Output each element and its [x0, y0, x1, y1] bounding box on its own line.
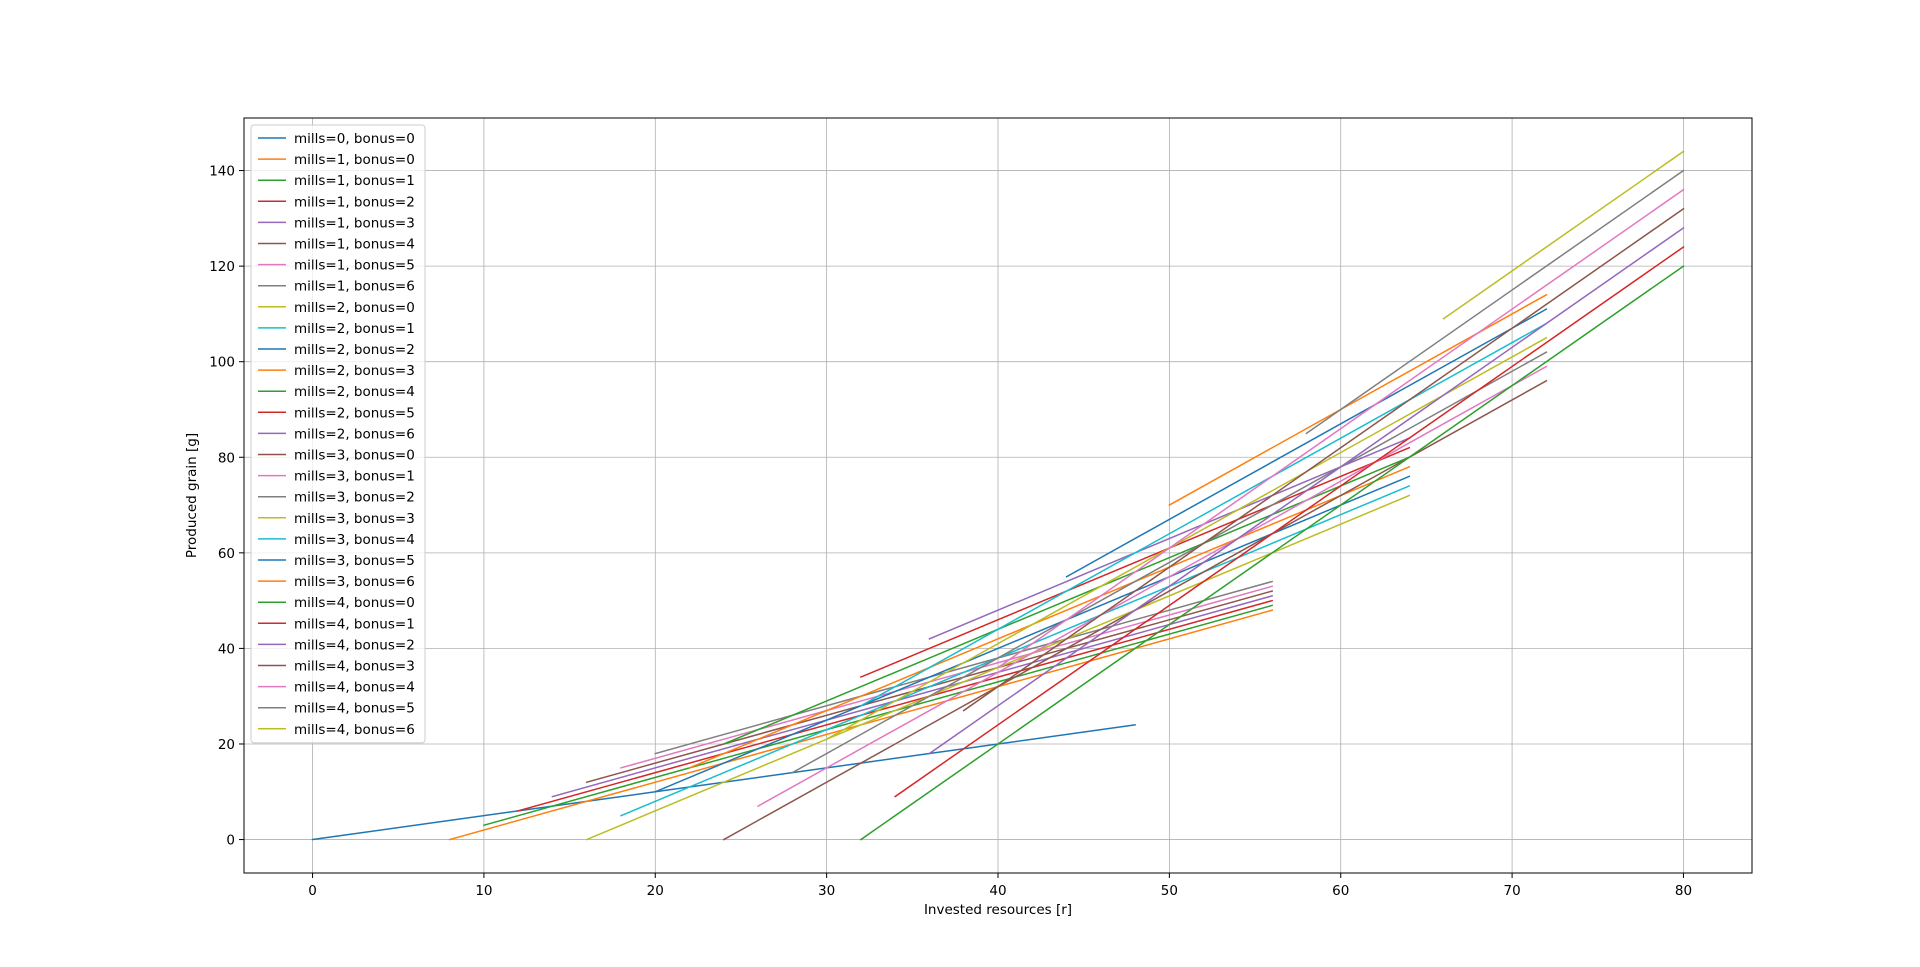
legend-entry-label: mills=3, bonus=2: [294, 490, 415, 506]
y-axis-ticks: 0 20 40 60 80 100 120 140: [209, 164, 244, 849]
legend-entry-label: mills=4, bonus=6: [294, 722, 415, 738]
legend-entry-label: mills=1, bonus=2: [294, 194, 415, 210]
legend-entry-label: mills=3, bonus=5: [294, 553, 415, 569]
legend-entry-label: mills=4, bonus=1: [294, 616, 415, 632]
series-line-24: [928, 226, 1685, 755]
y-tick-label: 140: [209, 164, 235, 180]
legend-entry-label: mills=3, bonus=6: [294, 574, 415, 590]
y-axis-label: Produced grain [g]: [184, 433, 200, 558]
legend-entry-label: mills=2, bonus=3: [294, 363, 415, 379]
series-line-22: [859, 265, 1685, 841]
legend-entry-label: mills=4, bonus=2: [294, 637, 415, 653]
series-line-23: [894, 245, 1685, 798]
legend-entry-label: mills=1, bonus=5: [294, 258, 415, 274]
x-tick-label: 10: [475, 883, 492, 899]
y-tick-label: 60: [218, 546, 235, 562]
legend-box: [250, 124, 426, 744]
x-tick-label: 80: [1675, 883, 1692, 899]
legend-entry-label: mills=3, bonus=1: [294, 469, 415, 485]
x-tick-label: 70: [1503, 883, 1520, 899]
x-axis-ticks: 0 10 20 30 40 50 60 70 80: [308, 873, 1692, 899]
legend-entry-label: mills=4, bonus=4: [294, 680, 415, 696]
y-tick-label: 0: [226, 833, 235, 849]
series-line-25: [962, 207, 1685, 712]
series-line-11: [688, 465, 1411, 769]
series-line-12: [722, 456, 1411, 745]
legend-entry-label: mills=3, bonus=4: [294, 532, 415, 548]
legend-entry-label: mills=2, bonus=5: [294, 405, 415, 421]
series-line-27: [1305, 169, 1685, 435]
legend: mills=0, bonus=0 mills=1, bonus=0 mills=1,…: [250, 124, 426, 744]
x-tick-label: 20: [647, 883, 664, 899]
x-tick-label: 0: [308, 883, 317, 899]
series-line-20: [1065, 308, 1548, 578]
y-tick-label: 100: [209, 355, 235, 371]
x-axis-label: Invested resources [r]: [924, 902, 1072, 918]
series-line-6: [620, 585, 1274, 769]
series-line-19: [859, 322, 1548, 707]
series-line-3: [517, 599, 1274, 812]
legend-entry-label: mills=2, bonus=1: [294, 321, 415, 337]
legend-entry-label: mills=1, bonus=0: [294, 152, 415, 168]
series-line-26: [996, 188, 1685, 669]
series-line-16: [757, 365, 1548, 808]
legend-entry-label: mills=4, bonus=3: [294, 659, 415, 675]
x-tick-label: 50: [1161, 883, 1178, 899]
y-tick-label: 120: [209, 259, 235, 275]
series-line-10: [654, 475, 1411, 793]
legend-entry-label: mills=0, bonus=0: [294, 131, 415, 147]
series-line-2: [482, 604, 1274, 827]
series-line-9: [620, 484, 1411, 817]
series-line-14: [928, 437, 1411, 640]
x-tick-label: 30: [818, 883, 835, 899]
x-tick-label: 60: [1332, 883, 1349, 899]
legend-entry-label: mills=2, bonus=6: [294, 426, 415, 442]
series-line-18: [825, 336, 1548, 741]
legend-entry-label: mills=3, bonus=3: [294, 511, 415, 527]
series-line-17: [791, 351, 1548, 774]
y-tick-label: 80: [218, 450, 235, 466]
legend-entry-label: mills=1, bonus=6: [294, 279, 415, 295]
series-lines: [311, 150, 1685, 841]
legend-entry-label: mills=2, bonus=4: [294, 384, 415, 400]
legend-entry-label: mills=1, bonus=1: [294, 173, 415, 189]
legend-entry-label: mills=1, bonus=3: [294, 215, 415, 231]
legend-entry-label: mills=2, bonus=0: [294, 300, 415, 316]
y-tick-label: 20: [218, 737, 235, 753]
legend-entry-label: mills=1, bonus=4: [294, 237, 415, 253]
y-tick-label: 40: [218, 641, 235, 657]
legend-entry-label: mills=4, bonus=5: [294, 701, 415, 717]
series-line-7: [654, 580, 1274, 755]
x-tick-label: 40: [989, 883, 1006, 899]
legend-entry-label: mills=4, bonus=0: [294, 595, 415, 611]
legend-entry-label: mills=3, bonus=0: [294, 448, 415, 464]
series-line-4: [551, 594, 1274, 798]
legend-entry-label: mills=2, bonus=2: [294, 342, 415, 358]
series-line-28: [1442, 150, 1685, 320]
series-line-13: [859, 446, 1411, 679]
